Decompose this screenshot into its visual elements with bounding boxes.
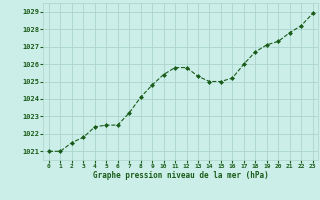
- X-axis label: Graphe pression niveau de la mer (hPa): Graphe pression niveau de la mer (hPa): [93, 171, 269, 180]
